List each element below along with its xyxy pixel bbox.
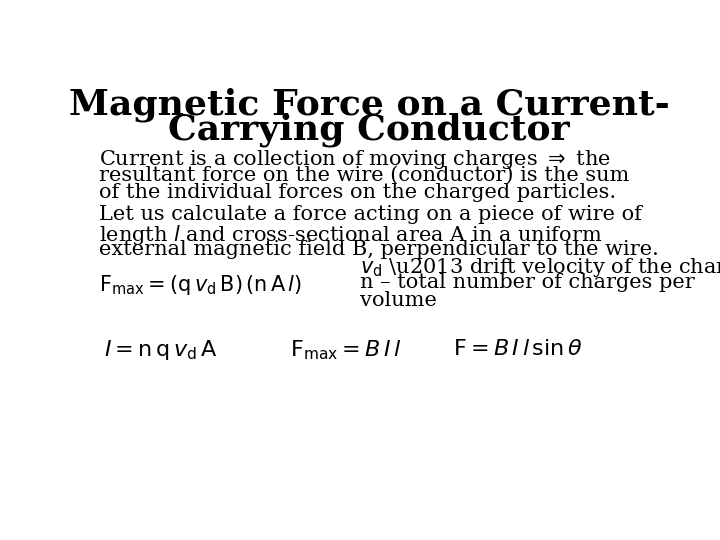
Text: external magnetic field B, perpendicular to the wire.: external magnetic field B, perpendicular…	[99, 240, 660, 259]
Text: of the individual forces on the charged particles.: of the individual forces on the charged …	[99, 184, 616, 202]
Text: $\mathrm{F_{max}} = \mathrm{(q\,}v_\mathrm{d}\mathrm{\,B)\,(n\,A\,}l\mathrm{)}$: $\mathrm{F_{max}} = \mathrm{(q\,}v_\math…	[99, 273, 302, 298]
Text: Current is a collection of moving charges $\Rightarrow$ the: Current is a collection of moving charge…	[99, 148, 611, 171]
Text: Magnetic Force on a Current-: Magnetic Force on a Current-	[68, 88, 670, 123]
Text: volume: volume	[360, 291, 436, 310]
Text: $\mathrm{F_{max}} = B\,I\,l$: $\mathrm{F_{max}} = B\,I\,l$	[290, 338, 402, 362]
Text: Let us calculate a force acting on a piece of wire of: Let us calculate a force acting on a pie…	[99, 205, 642, 224]
Text: n – total number of charges per: n – total number of charges per	[360, 273, 695, 293]
Text: $v_\mathrm{d}$ \u2013 drift velocity of the charge: $v_\mathrm{d}$ \u2013 drift velocity of …	[360, 256, 720, 279]
Text: $I = \mathrm{n\,q\,}v_\mathrm{d}\,\mathrm{A}$: $I = \mathrm{n\,q\,}v_\mathrm{d}\,\mathr…	[104, 338, 217, 362]
Text: resultant force on the wire (conductor) is the sum: resultant force on the wire (conductor) …	[99, 166, 630, 185]
Text: $\mathrm{F} = B\,I\,l\,\sin\theta$: $\mathrm{F} = B\,I\,l\,\sin\theta$	[453, 338, 582, 360]
Text: length $l$ and cross-sectional area A in a uniform: length $l$ and cross-sectional area A in…	[99, 222, 603, 247]
Text: Carrying Conductor: Carrying Conductor	[168, 112, 570, 147]
